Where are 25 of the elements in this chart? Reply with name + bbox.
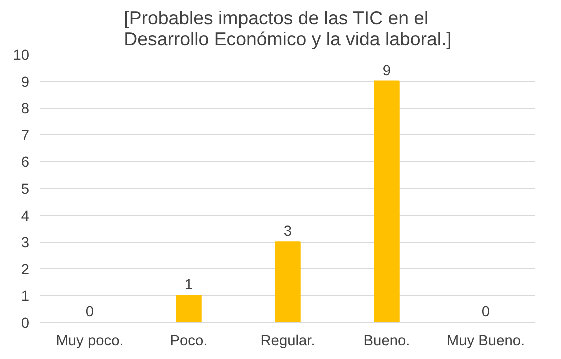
x-tick-label: Bueno.	[364, 334, 410, 350]
y-tick-label: 3	[21, 236, 30, 252]
y-tick-label: 4	[21, 208, 30, 225]
x-tick-label: Muy Bueno.	[446, 334, 526, 350]
y-tick-label: 7	[21, 128, 30, 144]
x-tick-label: Poco.	[170, 334, 208, 350]
chart-title: [Probables impactos de las TIC en el Desarrollo Económico y la vida laboral.]	[124, 8, 452, 50]
bar	[275, 242, 301, 322]
y-tick-label: 6	[21, 155, 30, 172]
x-tick-label: Regular.	[260, 334, 316, 350]
data-label: 1	[184, 278, 194, 294]
bar	[176, 295, 202, 322]
bar	[374, 80, 400, 322]
y-tick-label: 0	[21, 316, 30, 332]
y-tick-label: 8	[21, 102, 30, 118]
y-tick-label: 10	[13, 48, 30, 64]
y-tick-label: 1	[21, 289, 30, 306]
data-label: 0	[482, 304, 490, 320]
y-tick-label: 2	[21, 262, 30, 278]
data-label: 0	[86, 304, 94, 320]
y-tick-label: 9	[21, 74, 30, 91]
x-tick-label: Muy poco.	[56, 334, 124, 350]
data-label: 3	[284, 224, 292, 240]
data-label: 9	[382, 63, 392, 80]
y-tick-label: 5	[21, 182, 30, 198]
